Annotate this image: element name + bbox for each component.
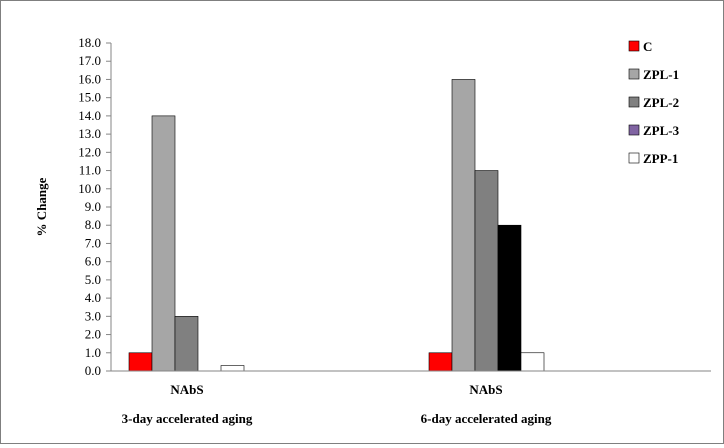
legend-swatch-zpl-3 bbox=[628, 124, 640, 136]
y-tick-label: 17.0 bbox=[78, 53, 101, 68]
legend-swatch-zpl-2 bbox=[628, 96, 640, 108]
bar-zpl-2 bbox=[474, 170, 499, 372]
bar-extra bbox=[497, 224, 522, 372]
legend-label-zpp-1: ZPP-1 bbox=[643, 151, 678, 166]
bar-c bbox=[428, 352, 453, 372]
y-tick-label: 10.0 bbox=[78, 181, 101, 196]
y-axis-label: % Change bbox=[34, 177, 49, 236]
legend-swatch-zpp-1 bbox=[628, 152, 640, 164]
y-tick-label: 7.0 bbox=[85, 235, 101, 250]
bar-zpl-1 bbox=[151, 115, 176, 372]
legend-label-zpl-2: ZPL-2 bbox=[643, 95, 679, 110]
y-tick-label: 5.0 bbox=[85, 272, 101, 287]
y-tick-label: 8.0 bbox=[85, 217, 101, 232]
x-category-label: NAbS bbox=[170, 382, 203, 397]
x-group-label: 3-day accelerated aging bbox=[122, 411, 253, 426]
legend-label-zpl-3: ZPL-3 bbox=[643, 123, 680, 138]
x-category-label: NAbS bbox=[469, 382, 502, 397]
y-tick-label: 1.0 bbox=[85, 345, 101, 360]
bar-c bbox=[128, 352, 153, 372]
y-tick-label: 13.0 bbox=[78, 126, 101, 141]
legend-swatch-zpl-1 bbox=[628, 68, 640, 80]
bar-zpl-1 bbox=[451, 79, 476, 372]
bars bbox=[128, 79, 545, 372]
legend-label-zpl-1: ZPL-1 bbox=[643, 67, 679, 82]
y-tick-label: 9.0 bbox=[85, 199, 101, 214]
y-tick-label: 6.0 bbox=[85, 254, 101, 269]
y-tick-label: 16.0 bbox=[78, 71, 101, 86]
bar-zpp-1 bbox=[220, 365, 245, 372]
y-tick-label: 12.0 bbox=[78, 144, 101, 159]
legend-label-c: C bbox=[643, 39, 652, 54]
y-tick-label: 0.0 bbox=[85, 363, 101, 378]
y-tick-label: 14.0 bbox=[78, 108, 101, 123]
legend-swatch-c bbox=[628, 40, 640, 52]
bar-zpp-1 bbox=[520, 352, 545, 372]
bar-zpl-2 bbox=[174, 316, 199, 372]
y-tick-label: 2.0 bbox=[85, 327, 101, 342]
y-tick-label: 4.0 bbox=[85, 290, 101, 305]
y-tick-label: 11.0 bbox=[79, 163, 101, 178]
x-group-label: 6-day accelerated aging bbox=[421, 411, 552, 426]
y-axis-ticks: 0.0 1.0 2.0 3.0 4.0 5.0 6.0 7.0 8.0 9.0 10.0 11.0 12… bbox=[78, 35, 111, 378]
y-tick-label: 18.0 bbox=[78, 35, 101, 50]
y-tick-label: 3.0 bbox=[85, 308, 101, 323]
y-tick-label: 15.0 bbox=[78, 90, 101, 105]
x-axis-labels: NAbS 3-day accelerated aging NAbS 6-day acc… bbox=[122, 382, 552, 426]
legend: C ZPL-1 ZPL-2 ZPL-3 ZPP-1 bbox=[628, 39, 680, 166]
